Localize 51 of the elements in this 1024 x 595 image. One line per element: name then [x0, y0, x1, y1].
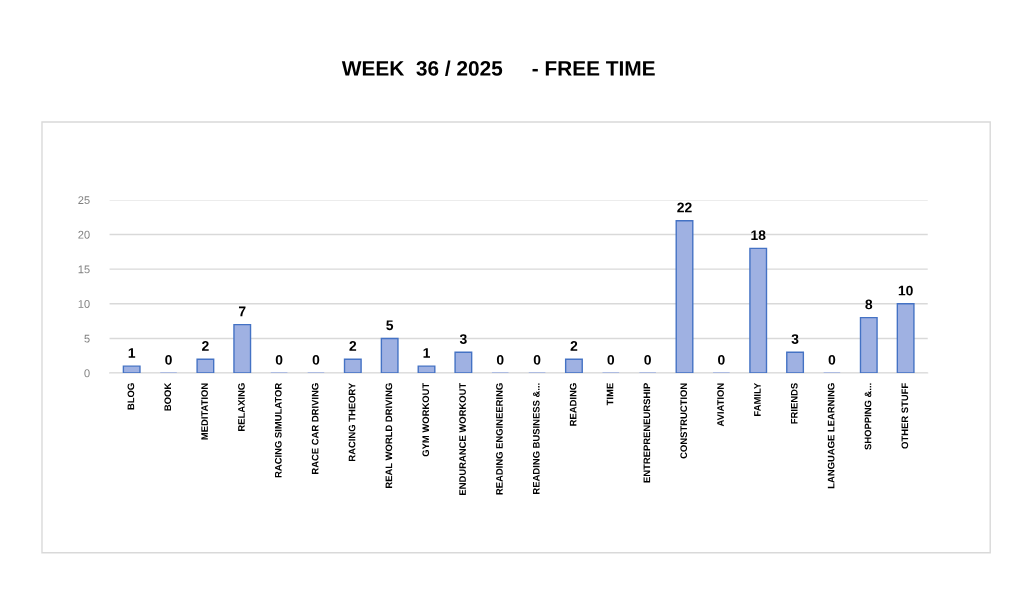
x-tick-label: AVIATION	[717, 383, 724, 427]
y-tick-label: 0	[84, 369, 90, 378]
x-tick-label: READING ENGINEERING	[496, 383, 503, 495]
data-label: 3	[791, 334, 799, 345]
data-label: 0	[165, 354, 172, 365]
x-tick-label: RACING THEORY	[348, 382, 356, 462]
x-tick-label: GYM WORKOUT	[422, 382, 430, 457]
data-label: 22	[677, 202, 692, 213]
x-tick-label: READING	[569, 383, 577, 426]
data-label: 2	[570, 341, 578, 351]
chart-title: WEEK 36 / 2025 - FREE TIME	[341, 60, 655, 77]
data-label: 8	[865, 299, 873, 310]
data-label: 3	[459, 334, 467, 345]
x-tick-label: BLOG	[127, 383, 135, 410]
x-tick-label: LANGUAGE LEARNING	[827, 383, 835, 489]
data-label: 2	[202, 341, 209, 351]
y-tick-label: 5	[84, 334, 90, 343]
data-label: 2	[349, 341, 357, 351]
x-tick-label: BOOK	[164, 382, 172, 411]
x-tick-label: ENTREPRENEURSHIP	[643, 383, 651, 483]
y-tick-label: 10	[78, 300, 90, 308]
data-label: 0	[275, 354, 283, 365]
data-label: 0	[644, 354, 651, 365]
x-tick-label: FRIENDS	[790, 383, 798, 424]
x-tick-label: TIME	[606, 383, 614, 406]
x-tick-label: SHOPPING &...	[864, 383, 872, 450]
x-tick-label: MEDITATION	[201, 383, 208, 440]
data-label: 0	[312, 354, 320, 365]
x-tick-label: RELAXING	[238, 383, 245, 431]
data-label: 0	[496, 354, 504, 365]
x-tick-label: CONSTRUCTION	[680, 383, 688, 459]
x-tick-label: RACE CAR DRIVING	[311, 383, 319, 474]
x-tick-label: FAMILY	[754, 382, 761, 416]
data-label: 1	[128, 348, 136, 358]
x-tick-label: REAL WORLD DRIVING	[385, 383, 393, 488]
x-tick-label: OTHER STUFF	[901, 383, 909, 449]
x-tick-label: ENDURANCE WORKOUT	[459, 382, 466, 495]
y-tick-label: 15	[78, 265, 90, 274]
data-label: 5	[386, 320, 394, 331]
y-tick-label: 20	[78, 230, 90, 239]
data-label: 1	[423, 348, 430, 358]
y-tick-label: 25	[78, 196, 90, 205]
x-tick-label: READING BUSINESS &...	[532, 383, 540, 494]
data-label: 0	[828, 354, 836, 365]
data-label: 0	[533, 354, 541, 365]
data-label: 7	[238, 306, 246, 317]
data-label: 10	[898, 285, 913, 296]
data-label: 0	[607, 354, 615, 365]
x-tick-label: RACING SIMULATOR	[274, 382, 282, 478]
data-label: 18	[751, 230, 766, 241]
data-label: 0	[718, 354, 725, 365]
